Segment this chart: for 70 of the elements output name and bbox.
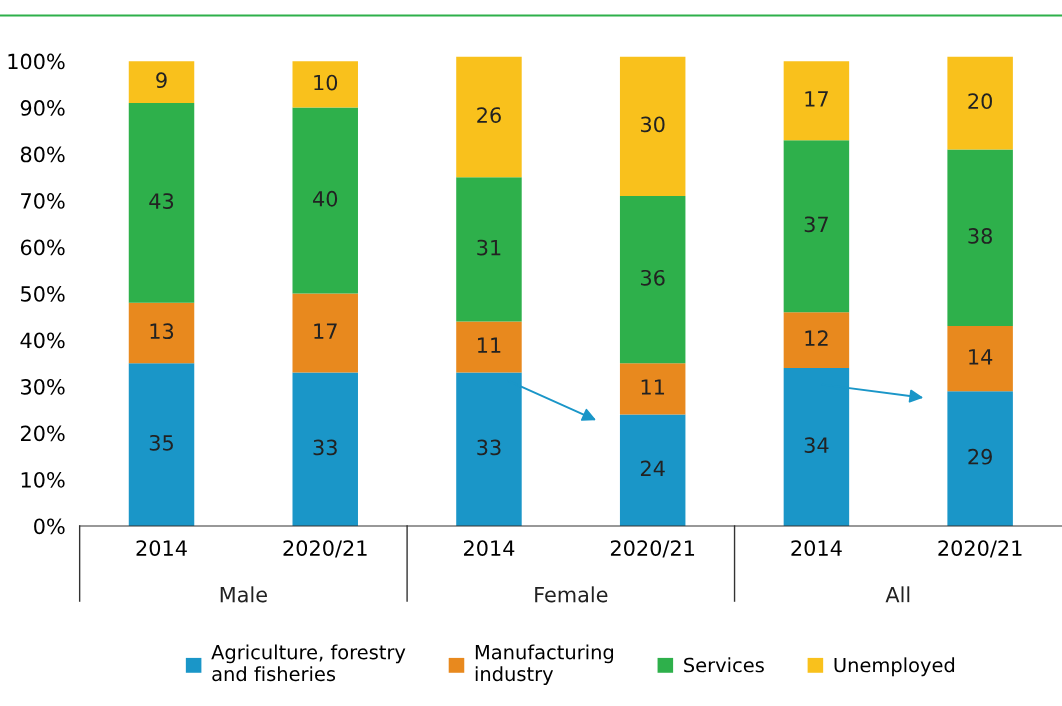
x-tick-label: 2020/21 — [938, 540, 1022, 558]
data-label: 12 — [805, 330, 828, 346]
bar — [292, 372, 358, 526]
data-label: 14 — [969, 349, 993, 365]
legend-label: Unemployed — [834, 657, 955, 677]
data-label: 33 — [477, 439, 501, 456]
y-tick-label: 70% — [21, 193, 65, 209]
data-label: 38 — [968, 228, 992, 244]
bar — [292, 293, 358, 373]
data-label: 9 — [156, 72, 167, 89]
x-tick-label: 2014 — [791, 540, 842, 556]
data-label: 35 — [149, 434, 173, 451]
data-label: 43 — [149, 193, 174, 209]
data-label: 34 — [804, 437, 829, 453]
y-tick-label: 60% — [20, 239, 65, 256]
data-label: 29 — [968, 448, 992, 465]
bar — [619, 414, 686, 526]
data-label: 20 — [968, 93, 993, 110]
data-label: 30 — [641, 116, 665, 133]
y-tick-label: 80% — [20, 146, 65, 163]
data-label: 40 — [313, 190, 338, 207]
y-tick-label: 30% — [21, 378, 65, 395]
data-label: 17 — [314, 323, 337, 339]
y-tick-label: 0% — [34, 518, 65, 535]
bar — [292, 61, 358, 108]
data-label: 13 — [150, 323, 174, 340]
data-label: 10 — [314, 74, 338, 91]
x-tick-label: 2014 — [136, 540, 187, 556]
y-tick-label: 40% — [20, 332, 65, 349]
bar — [128, 302, 195, 364]
legend-label: Services — [684, 657, 764, 673]
x-tick-label: 2020/21 — [610, 540, 695, 558]
data-label: 11 — [641, 379, 665, 395]
bar — [947, 56, 1013, 150]
text: Male — [220, 586, 267, 603]
bar — [783, 140, 850, 313]
bar — [947, 149, 1013, 327]
bar — [456, 321, 522, 373]
y-tick-label: 20% — [20, 425, 65, 442]
bar — [128, 61, 195, 103]
y-tick-label: 90% — [20, 100, 65, 116]
data-label: 24 — [640, 460, 665, 476]
bar — [456, 56, 522, 178]
y-tick-label: 100% — [8, 53, 65, 70]
bar — [128, 363, 195, 526]
legend-label: Agriculture, forestry and fisheries — [211, 644, 406, 682]
bar — [619, 56, 686, 196]
bar — [128, 102, 195, 303]
data-label: 17 — [805, 91, 828, 107]
bar — [783, 312, 850, 368]
data-label: 11 — [478, 337, 501, 353]
y-tick-label: 10% — [21, 471, 65, 488]
bar — [292, 107, 358, 294]
bar — [947, 326, 1013, 392]
bar — [619, 363, 686, 415]
bar — [947, 391, 1013, 526]
data-label: 37 — [804, 216, 828, 233]
data-label: 33 — [313, 439, 337, 456]
data-label: 26 — [477, 107, 501, 123]
text: All — [885, 586, 910, 603]
text: Female — [535, 586, 608, 603]
bar — [619, 195, 686, 364]
legend-label: Manufacturing industry — [475, 644, 614, 685]
x-tick-label: 2020/21 — [283, 540, 367, 558]
x-tick-label: 2014 — [463, 540, 515, 556]
data-label: 36 — [641, 269, 665, 286]
y-tick-label: 50% — [21, 286, 65, 302]
bar — [456, 177, 522, 322]
bar — [783, 61, 850, 141]
data-label: 31 — [477, 239, 501, 256]
